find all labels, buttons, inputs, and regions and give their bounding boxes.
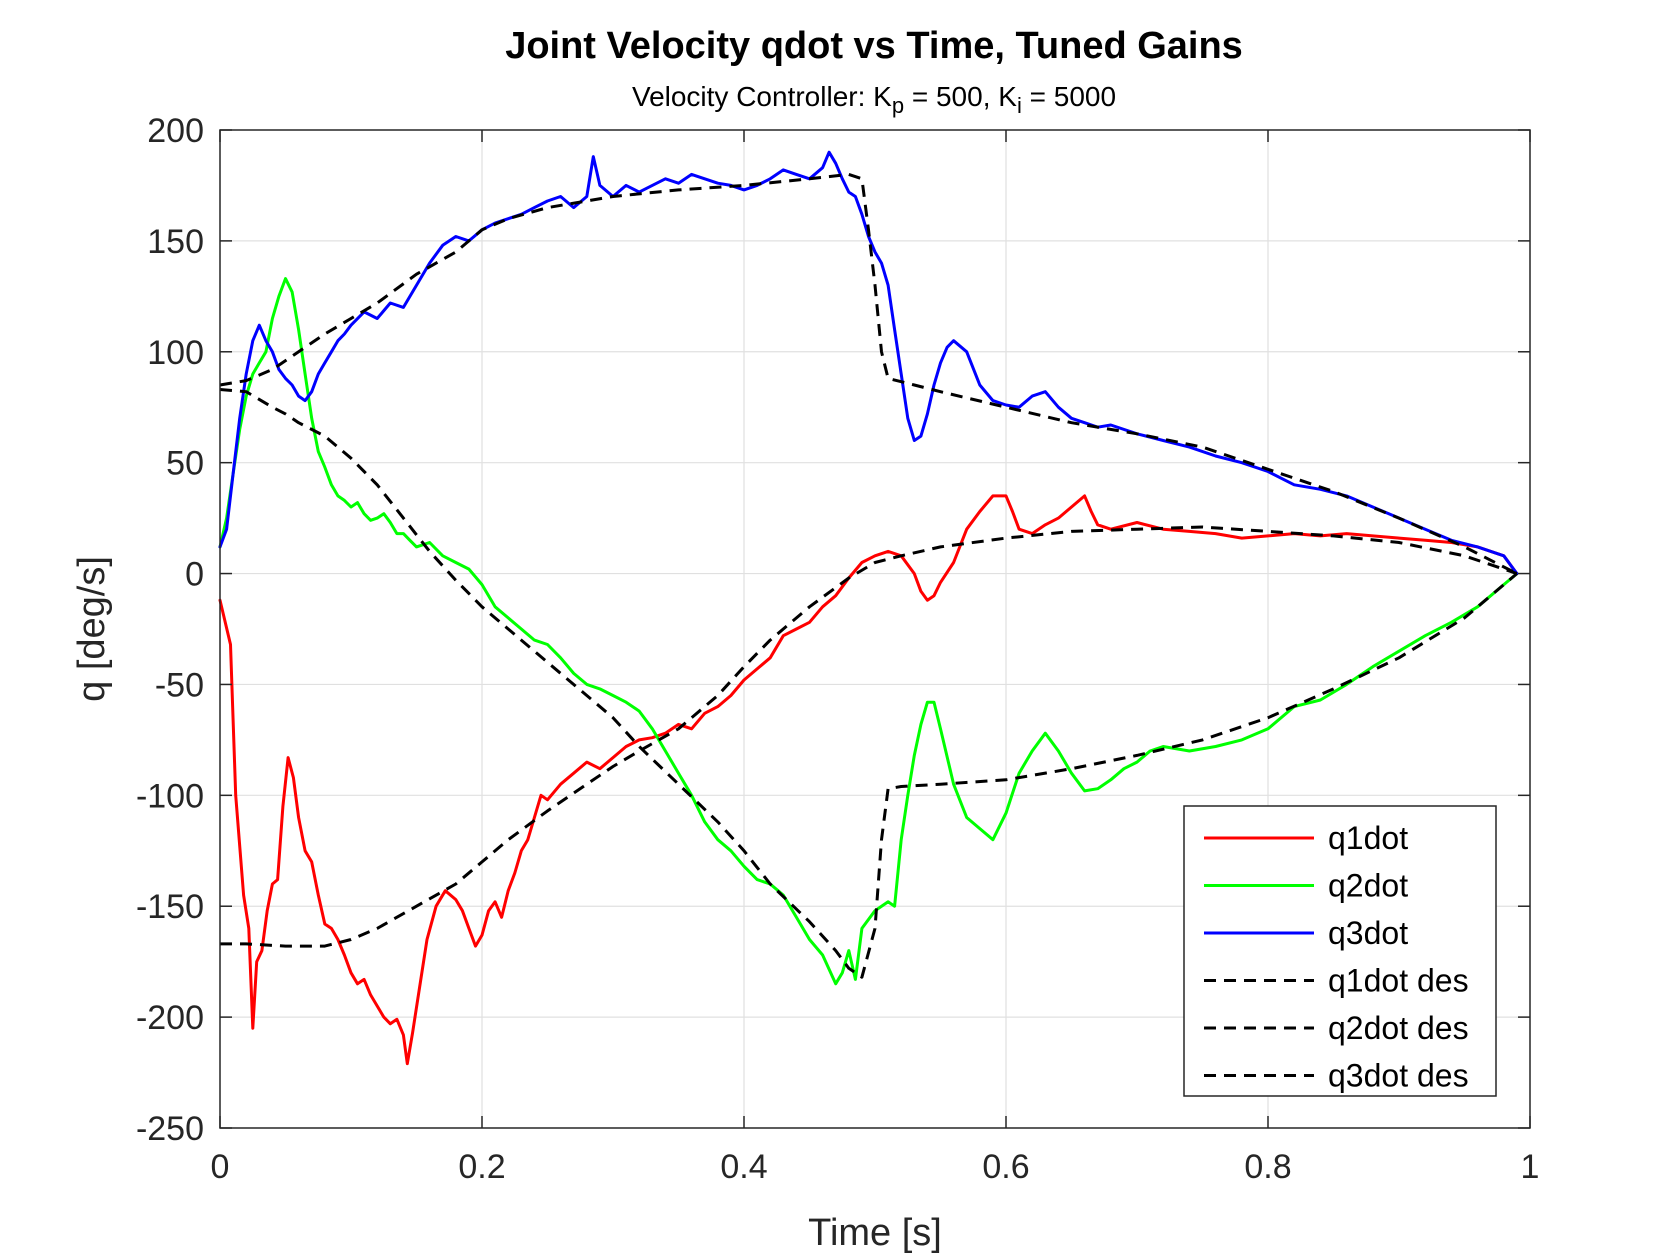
legend-label-q2dot: q2dot — [1328, 868, 1408, 904]
chart-subtitle: Velocity Controller: Kp = 500, Ki = 5000 — [632, 81, 1116, 118]
ticks-layer — [219, 129, 1531, 1129]
x-tick-label: 0 — [211, 1148, 230, 1186]
y-tick-label: -200 — [136, 999, 204, 1037]
series-line-q3dot-des — [219, 172, 1518, 575]
subtitle-mid: = 500, K — [904, 81, 1017, 112]
series-layer — [218, 150, 1519, 1066]
y-tick-label: -50 — [155, 666, 204, 704]
x-tick-label: 0.6 — [982, 1148, 1029, 1186]
y-tick-label: 0 — [185, 556, 204, 594]
x-tick-label: 0.4 — [720, 1148, 767, 1186]
y-tick-label: 150 — [147, 223, 204, 261]
legend-entries: q1dot q2dot q3dot q1dot des q2dot des q3dot d… — [1204, 820, 1469, 1094]
legend-label-q3dot: q3dot — [1328, 915, 1408, 951]
y-tick-label: -150 — [136, 888, 204, 926]
x-tick-labels: 0 0.2 0.4 0.6 0.8 1 — [211, 1148, 1540, 1186]
chart-title: Joint Velocity qdot vs Time, Tuned Gains — [505, 25, 1243, 67]
plot-frame — [219, 129, 1531, 1129]
legend-label-q2dot-des: q2dot des — [1328, 1010, 1469, 1046]
subtitle-prefix: Velocity Controller: K — [632, 81, 892, 112]
x-tick-label: 1 — [1521, 1148, 1540, 1186]
y-axis-label: q [deg/s] — [71, 556, 113, 702]
x-axis-label: Time [s] — [808, 1212, 942, 1254]
legend-label-q1dot-des: q1dot des — [1328, 963, 1469, 999]
subtitle-ki-subscript: i — [1017, 93, 1022, 118]
y-tick-label: 100 — [147, 334, 204, 372]
series-line-q1dot — [218, 494, 1519, 1066]
x-tick-label: 0.2 — [458, 1148, 505, 1186]
legend: q1dot q2dot q3dot q1dot des q2dot des q3dot d… — [1183, 805, 1497, 1097]
y-tick-label: -250 — [136, 1110, 204, 1148]
legend-box — [1183, 805, 1497, 1097]
y-tick-label: 200 — [147, 112, 204, 150]
series-line-q2dot-des — [219, 388, 1518, 979]
y-tick-labels: -250 -200 -150 -100 -50 0 50 100 150 200 — [136, 112, 204, 1148]
series-line-q2dot — [218, 277, 1519, 986]
subtitle-suffix: = 5000 — [1022, 81, 1116, 112]
legend-label-q1dot: q1dot — [1328, 820, 1408, 856]
y-tick-label: -100 — [136, 777, 204, 815]
y-tick-label: 50 — [166, 445, 204, 483]
x-tick-label: 0.8 — [1244, 1148, 1291, 1186]
legend-label-q3dot-des: q3dot des — [1328, 1058, 1469, 1094]
subtitle-kp-subscript: p — [892, 93, 904, 118]
series-line-q1dot-des — [220, 525, 1518, 948]
